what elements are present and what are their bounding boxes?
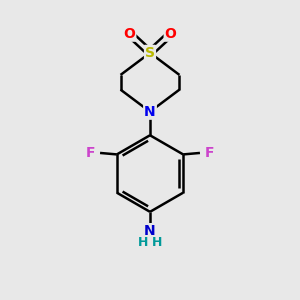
Text: S: S <box>145 46 155 60</box>
Text: F: F <box>86 146 96 160</box>
Text: N: N <box>144 224 156 238</box>
Text: F: F <box>204 146 214 160</box>
Text: N: N <box>144 105 156 119</box>
Text: O: O <box>124 27 135 41</box>
Text: H: H <box>152 236 163 249</box>
Text: H: H <box>137 236 148 249</box>
Text: O: O <box>165 27 176 41</box>
